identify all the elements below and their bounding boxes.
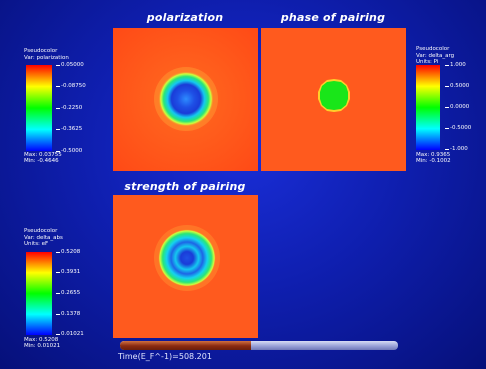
legend-variable: Var: polarization — [24, 54, 69, 61]
legend-header: Pseudocolor Var: delta_arg Units: Pi — [416, 46, 454, 66]
legend-tick: -0.5000 — [444, 125, 472, 131]
legend-plot-type: Pseudocolor — [416, 46, 450, 52]
legend-variable: Var: delta_abs — [24, 234, 63, 241]
legend-max: Max: 0.9365 — [416, 152, 451, 158]
legend-units: Units: eF — [24, 241, 49, 247]
legend-header: Pseudocolor Var: polarization — [24, 48, 69, 61]
time-slider[interactable] — [120, 341, 398, 350]
time-label: Time(E_F^-1)=508.201 — [118, 352, 212, 361]
legend-tick: -0.08750 — [56, 83, 86, 89]
legend-tick: 0.05000 — [56, 62, 84, 68]
legend-min: Min: -0.1002 — [416, 158, 451, 164]
legend-min: Min: -0.4646 — [24, 158, 59, 164]
legend-units: Units: Pi — [416, 59, 439, 65]
phase-colorbar — [416, 65, 440, 150]
legend-variable: Var: delta_arg — [416, 52, 455, 59]
legend-tick: -0.2250 — [55, 105, 83, 111]
legend-header: Pseudocolor Var: delta_abs Units: eF — [24, 228, 63, 248]
legend-tick: 0.5000 — [444, 83, 470, 89]
phase-title: phase of pairing — [280, 11, 386, 24]
legend-tick: 0.01021 — [56, 331, 84, 337]
legend-tick: -1.000 — [445, 146, 468, 152]
phase-legend: Pseudocolor Var: delta_arg Units: Pi 1.0… — [416, 46, 486, 171]
legend-tick: -0.3625 — [55, 126, 83, 132]
time-slider-fill — [120, 341, 251, 350]
legend-tick: 0.1378 — [55, 311, 81, 317]
polarization-plot — [113, 28, 258, 171]
phase-plot — [261, 28, 406, 171]
polarization-colorbar — [26, 65, 52, 151]
legend-tick: 0.2655 — [55, 290, 81, 296]
legend-tick: 0.0000 — [444, 104, 470, 110]
legend-max: Max: 0.5208 — [24, 337, 59, 343]
legend-tick: 1.000 — [445, 62, 466, 68]
strength-title: strength of pairing — [124, 180, 246, 193]
polarization-title: polarization — [146, 11, 224, 24]
legend-tick: -0.5000 — [55, 148, 83, 154]
polarization-legend: Pseudocolor Var: polarization 0.05000 -0… — [24, 48, 104, 168]
legend-tick: 0.5208 — [55, 249, 81, 255]
legend-plot-type: Pseudocolor — [24, 228, 58, 234]
legend-tick: 0.3931 — [55, 269, 81, 275]
strength-colorbar — [26, 252, 52, 335]
legend-plot-type: Pseudocolor — [24, 48, 58, 54]
legend-min: Min: 0.01021 — [24, 343, 61, 349]
strength-legend: Pseudocolor Var: delta_abs Units: eF 0.5… — [24, 228, 110, 353]
legend-max: Max: 0.03755 — [24, 152, 62, 158]
strength-plot — [113, 195, 258, 338]
